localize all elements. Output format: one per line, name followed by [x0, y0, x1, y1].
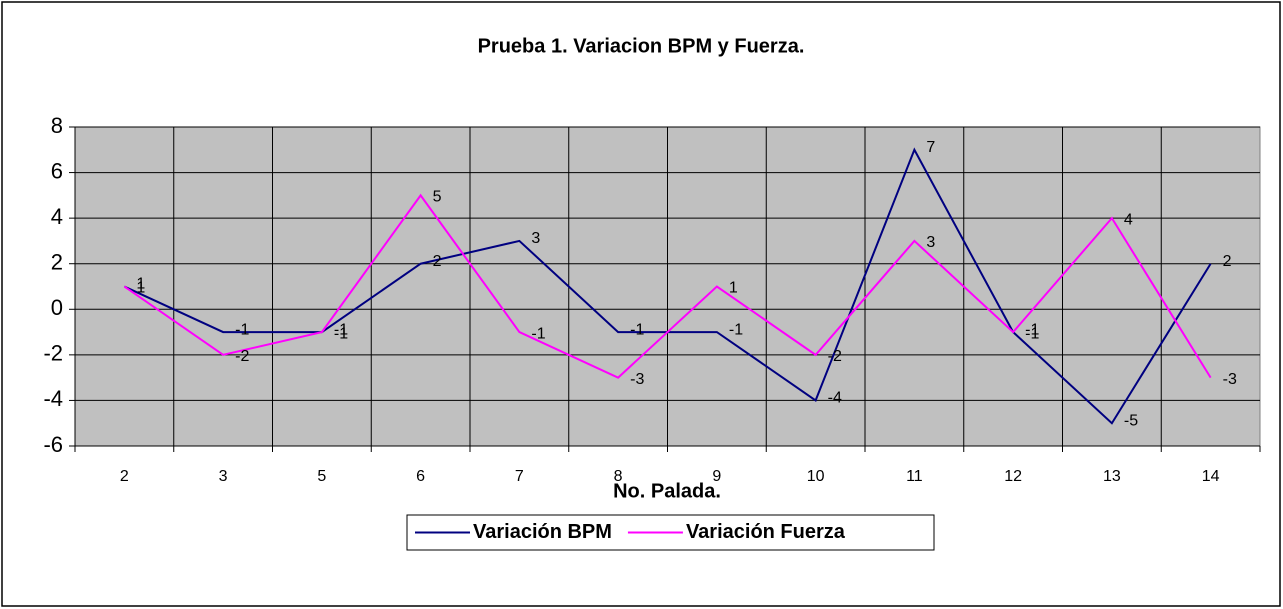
data-label: 7	[926, 139, 935, 156]
y-tick-label: 6	[51, 158, 63, 183]
data-label: 2	[1223, 253, 1232, 270]
x-tick-label: 8	[614, 468, 623, 485]
x-tick-label: 7	[515, 468, 524, 485]
x-tick-label: 2	[120, 468, 129, 485]
x-tick-label: 11	[906, 468, 923, 485]
data-label: 5	[433, 189, 442, 206]
chart-title: Prueba 1. Variacion BPM y Fuerza.	[478, 35, 805, 57]
y-tick-label: -2	[43, 341, 63, 366]
data-label: -1	[334, 325, 348, 342]
legend-box	[406, 514, 935, 551]
data-label: -3	[1223, 371, 1237, 388]
data-label: -1	[729, 321, 743, 338]
data-label: -2	[235, 348, 249, 365]
data-label: -1	[235, 321, 249, 338]
data-label: 3	[531, 230, 540, 247]
y-tick-label: 0	[51, 295, 63, 320]
legend-label: Variación BPM	[473, 521, 612, 543]
data-label: -1	[1025, 321, 1039, 338]
data-label: -1	[531, 325, 545, 342]
data-label: 1	[136, 276, 145, 293]
x-tick-label: 13	[1103, 468, 1121, 485]
data-label: 2	[433, 253, 442, 270]
data-label: -1	[334, 321, 348, 338]
data-label: 3	[926, 234, 935, 251]
x-tick-label: 10	[807, 468, 825, 485]
data-label: 1	[729, 280, 738, 297]
x-tick-label: 14	[1202, 468, 1220, 485]
x-tick-label: 5	[317, 468, 326, 485]
x-tick-label: 6	[416, 468, 425, 485]
data-label: -1	[1025, 325, 1039, 342]
y-tick-label: 2	[51, 250, 63, 275]
data-label: 1	[136, 280, 145, 297]
data-label: -4	[828, 390, 842, 407]
data-label: -3	[630, 371, 644, 388]
y-tick-label: -4	[43, 386, 63, 411]
data-label: 4	[1124, 211, 1133, 228]
x-tick-label: 9	[712, 468, 721, 485]
data-label: -5	[1124, 412, 1138, 429]
series-line	[123, 193, 1212, 379]
x-axis-title: No. Palada.	[613, 480, 721, 502]
y-tick-label: 4	[51, 204, 63, 229]
data-label: -2	[828, 348, 842, 365]
y-tick-label: -6	[43, 432, 63, 457]
legend-label: Variación Fuerza	[686, 521, 846, 543]
y-tick-label: 8	[51, 113, 63, 138]
x-tick-label: 3	[219, 468, 228, 485]
x-tick-label: 12	[1004, 468, 1022, 485]
data-label: -1	[630, 321, 644, 338]
